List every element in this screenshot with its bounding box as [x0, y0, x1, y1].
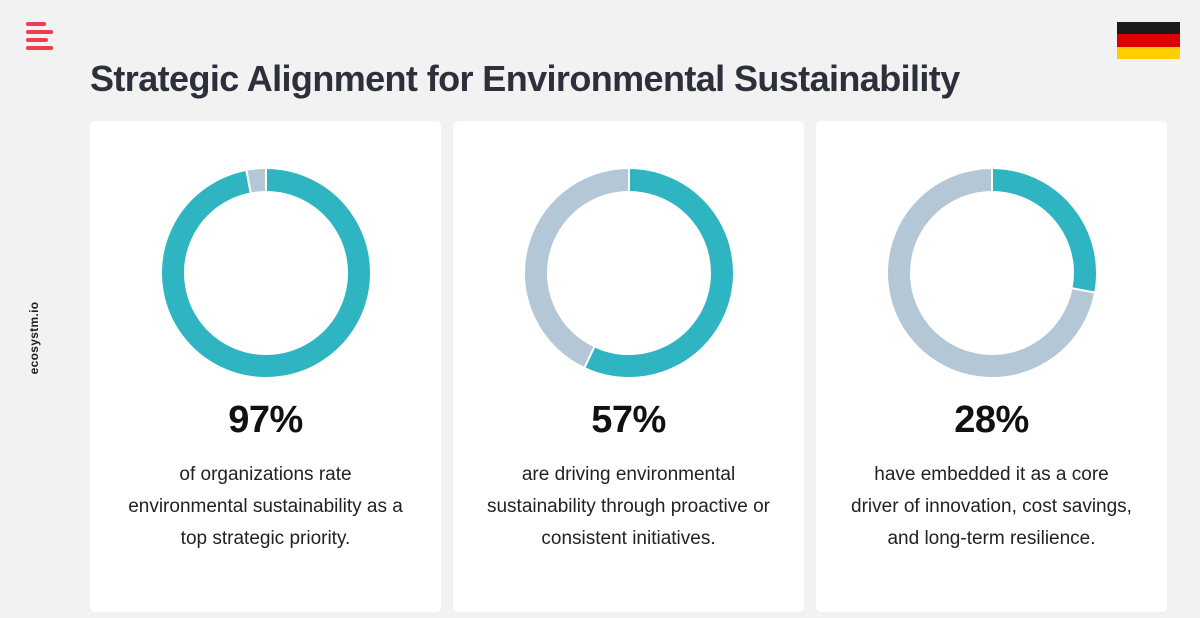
stat-card-1: 97% of organizations rate environmental …: [90, 121, 441, 612]
flag-stripe-gold: [1117, 46, 1180, 59]
donut-chart-3: [886, 167, 1098, 379]
page-title: Strategic Alignment for Environmental Su…: [90, 58, 960, 99]
description-line: driver of innovation, cost savings,: [851, 496, 1132, 517]
description-line: sustainability through proactive or: [486, 496, 771, 517]
stat-value-3: 28%: [954, 399, 1029, 441]
donut-segment-value: [160, 167, 372, 379]
description-line: have embedded it as a core: [874, 464, 1109, 485]
flag-stripe-black: [1117, 22, 1180, 35]
ecosystm-logo-icon: [26, 22, 56, 50]
description-line: top strategic priority.: [180, 528, 351, 549]
description-line: of organizations rate: [179, 464, 352, 485]
stat-description-2: are driving environmental sustainability…: [467, 459, 790, 555]
description-line: environmental sustainability as a: [128, 496, 403, 517]
germany-flag-icon: [1117, 22, 1180, 59]
stat-cards: 97% of organizations rate environmental …: [90, 121, 1167, 612]
stat-value-1: 97%: [228, 399, 303, 441]
description-line: are driving environmental: [521, 464, 736, 485]
donut-chart-2: [523, 167, 735, 379]
stat-value-2: 57%: [591, 399, 666, 441]
description-line: consistent initiatives.: [541, 528, 716, 549]
donut-segment-value: [991, 167, 1098, 294]
donut-segment-value: [582, 167, 735, 379]
stat-card-2: 57% are driving environmental sustainabi…: [453, 121, 804, 612]
stat-card-3: 28% have embedded it as a core driver of…: [816, 121, 1167, 612]
donut-chart-1: [160, 167, 372, 379]
description-line: and long-term resilience.: [887, 528, 1096, 549]
brand-side-text: ecosystm.io: [27, 301, 41, 375]
stat-description-3: have embedded it as a core driver of inn…: [830, 459, 1153, 555]
donut-segment-remaining: [886, 167, 1097, 379]
donut-segment-remaining: [245, 167, 267, 195]
flag-stripe-red: [1117, 34, 1180, 47]
stat-description-1: of organizations rate environmental sust…: [104, 459, 427, 555]
donut-segment-remaining: [523, 167, 630, 370]
